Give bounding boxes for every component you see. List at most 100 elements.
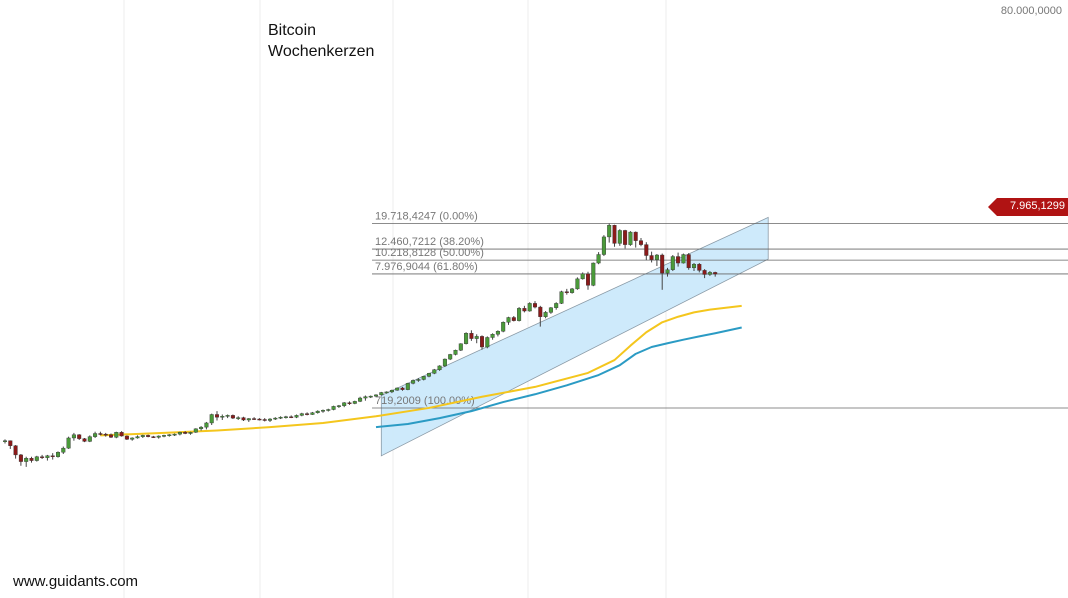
candle [538,305,543,327]
candle [352,400,357,405]
candle-body [654,254,659,260]
candle-body [681,254,686,264]
candle [61,446,66,455]
candle [268,418,273,422]
candle [586,271,591,290]
candle [533,301,538,309]
candle [172,433,177,437]
candle [554,302,559,310]
candle-body [161,435,166,437]
candle-body [289,416,294,418]
chart-title-line2: Wochenkerzen [268,43,375,60]
watermark: www.guidants.com [13,573,139,590]
candle [3,439,7,444]
candle-body [527,303,532,312]
candle-body [262,419,267,421]
candle [570,287,575,294]
candle [633,231,638,248]
candle-body [490,334,495,338]
candle [458,343,463,352]
candle [177,431,182,436]
candle-body [278,416,283,419]
candle-body [283,416,288,418]
candle [623,229,628,249]
candle-body [56,452,61,457]
candle [151,435,156,438]
candle-body [612,225,617,244]
candle [135,435,140,439]
candle-body [570,288,575,293]
candle-body [93,433,98,437]
candle [395,387,400,391]
candle [183,431,188,435]
candle [649,251,654,263]
candle-body [204,422,209,428]
candle-body [368,395,373,398]
candle-body [167,434,172,436]
candle [474,334,479,344]
candle [564,288,569,295]
candle-body [522,308,527,312]
candle [119,431,124,437]
candle [262,418,267,422]
candle-body [268,418,273,421]
candle-body [363,396,368,399]
candle [294,414,299,419]
candle [527,302,532,312]
candle-body [8,440,13,446]
candle [601,235,606,257]
candle [442,358,447,368]
candle-body [24,458,29,462]
candle [209,413,214,426]
candle-body [676,256,681,264]
candle [432,368,437,375]
candle [188,431,193,435]
candle-body [172,433,177,436]
candle-body [601,236,606,255]
candle-body [660,254,665,274]
candle-body [389,389,394,393]
candle [336,404,341,408]
candle-body [299,413,304,416]
candle [692,263,697,272]
candle [108,433,113,438]
candle-body [124,435,129,440]
candle-body [241,417,246,421]
candle [98,431,103,436]
candle [246,418,251,422]
candle [448,353,453,361]
candle [199,426,204,431]
candle-body [713,272,718,275]
candle [676,252,681,267]
fib-label-2: 10.218,8128 (50.00%) [375,247,484,259]
candle-body [352,401,357,404]
candle-body [405,383,410,390]
candle [24,456,29,467]
candle-body [13,445,18,456]
candle [220,414,225,420]
channel-area [380,216,769,457]
fib-label-3: 7.976,9044 (61.80%) [375,261,478,273]
y-axis-top-tick: 80.000,0000 [1000,5,1062,17]
candle [697,263,702,273]
candles [3,223,718,467]
candle [469,330,474,341]
candle [273,417,278,420]
candle-body [442,358,447,367]
candle-body [151,436,156,438]
candle [607,223,612,243]
candle [331,405,336,411]
candle [421,375,426,381]
candle-body [315,410,320,413]
candle [278,416,283,420]
candle [103,432,108,437]
candle [368,395,373,399]
candle [379,391,384,396]
candle [416,378,421,382]
candle [225,414,230,419]
candle [384,391,389,394]
candle [485,336,490,349]
candle [156,435,161,439]
candle-body [29,458,34,461]
